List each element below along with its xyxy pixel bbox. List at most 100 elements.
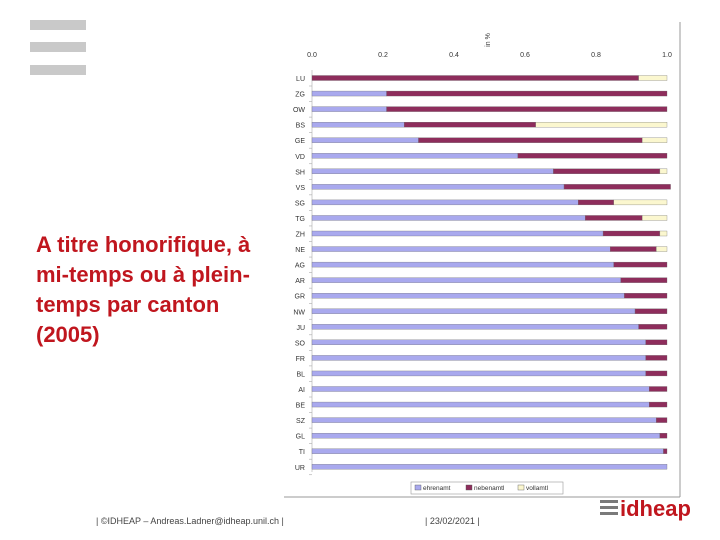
bar-ehrenamt <box>311 246 611 252</box>
legend-label-vollamtl: vollamtl <box>526 485 549 492</box>
bar-ehrenamt <box>311 448 664 454</box>
category-label: FR <box>296 356 305 363</box>
legend-label-ehrenamt: ehrenamt <box>423 485 451 492</box>
bar-nebenamtl <box>645 355 668 361</box>
bar-ehrenamt <box>311 106 387 112</box>
bar-vollamtl <box>659 230 668 237</box>
category-label: SH <box>295 169 305 176</box>
x-tick-label: 0.8 <box>591 52 601 59</box>
bar-ehrenamt <box>311 432 661 439</box>
bar-ehrenamt <box>311 417 657 423</box>
bar-ehrenamt <box>311 199 579 206</box>
bar-nebenamtl <box>645 339 668 346</box>
bar-ehrenamt <box>311 168 554 174</box>
category-label: GE <box>295 138 305 145</box>
legend-swatch-vollamtl <box>517 484 525 491</box>
bar-nebenamtl <box>624 293 668 299</box>
category-label: SO <box>295 340 306 347</box>
bar-vollamtl <box>656 246 668 252</box>
bar-ehrenamt <box>311 90 387 97</box>
bar-nebenamtl <box>602 230 661 237</box>
svg-text:idheap: idheap <box>620 496 690 521</box>
bar-nebenamtl <box>563 184 671 190</box>
category-label: GL <box>296 434 305 441</box>
bar-nebenamtl <box>620 277 668 283</box>
bar-ehrenamt <box>311 386 650 392</box>
bar-ehrenamt <box>311 370 646 377</box>
category-label: JU <box>296 325 305 332</box>
bar-nebenamtl <box>585 215 643 221</box>
category-label: OW <box>293 107 305 114</box>
bar-ehrenamt <box>311 401 650 408</box>
bar-ehrenamt <box>311 261 614 268</box>
decor-bar-1 <box>30 20 86 30</box>
category-label: SZ <box>296 418 306 425</box>
bar-ehrenamt <box>311 137 419 143</box>
category-label: ZG <box>295 92 305 99</box>
bar-ehrenamt <box>311 277 622 283</box>
legend-box <box>410 481 564 495</box>
category-label: NE <box>295 247 305 254</box>
bar-nebenamtl <box>645 370 668 377</box>
footer-date: | 23/02/2021 | <box>425 516 480 526</box>
x-tick-label: 0.2 <box>378 52 388 59</box>
category-label: TG <box>295 216 305 223</box>
category-label: TI <box>299 449 305 456</box>
category-label: NW <box>293 309 305 316</box>
category-label: BS <box>296 123 306 130</box>
bar-ehrenamt <box>311 230 604 237</box>
category-label: AR <box>295 278 305 285</box>
x-tick-label: 0.0 <box>307 52 317 59</box>
bar-vollamtl <box>535 122 668 128</box>
category-label: VD <box>295 154 305 161</box>
bar-nebenamtl <box>634 308 668 314</box>
bar-nebenamtl <box>649 401 668 408</box>
bar-nebenamtl <box>578 199 614 206</box>
bar-vollamtl <box>659 168 668 174</box>
bar-ehrenamt <box>311 293 625 299</box>
bar-vollamtl <box>613 199 668 206</box>
bar-vollamtl <box>642 137 668 143</box>
legend-swatch-nebenamtl <box>465 484 473 491</box>
footer-copyright: | ©IDHEAP – Andreas.Ladner@idheap.unil.c… <box>96 516 284 526</box>
bar-nebenamtl <box>386 106 668 112</box>
bar-nebenamtl <box>656 417 668 423</box>
bar-nebenamtl <box>663 448 668 454</box>
decor-bar-2 <box>30 42 86 52</box>
category-label: BE <box>296 403 306 410</box>
bar-nebenamtl <box>311 75 639 81</box>
bar-ehrenamt <box>311 355 646 361</box>
idheap-logo: idheap <box>600 496 690 521</box>
category-label: AG <box>295 263 305 270</box>
bar-ehrenamt <box>311 153 519 159</box>
bar-ehrenamt <box>311 122 405 128</box>
bar-ehrenamt <box>311 215 586 221</box>
bar-vollamtl <box>638 75 668 81</box>
legend-swatch-ehrenamt <box>414 484 422 491</box>
category-label: UR <box>295 465 305 472</box>
bar-nebenamtl <box>517 153 668 159</box>
category-label: VS <box>296 185 306 192</box>
bar-nebenamtl <box>613 261 668 268</box>
bar-nebenamtl <box>610 246 657 252</box>
category-label: SG <box>295 200 305 207</box>
x-tick-label: 1.0 <box>662 52 672 59</box>
bar-nebenamtl <box>404 122 536 128</box>
bar-nebenamtl <box>418 137 643 143</box>
category-label: ZH <box>296 232 305 239</box>
bar-nebenamtl <box>553 168 661 174</box>
bar-ehrenamt <box>311 324 639 330</box>
x-tick-label: 0.6 <box>520 52 530 59</box>
bar-nebenamtl <box>649 386 668 392</box>
axis-label: in % <box>485 33 492 47</box>
bar-nebenamtl <box>386 90 668 97</box>
decor-bar-3 <box>30 65 86 75</box>
bar-ehrenamt <box>311 464 668 470</box>
bar-ehrenamt <box>311 308 636 314</box>
x-tick-label: 0.4 <box>449 52 459 59</box>
category-label: LU <box>296 76 305 83</box>
bar-ehrenamt <box>311 339 646 346</box>
slide-title: A titre honorifique, à mi-temps ou à ple… <box>36 232 251 347</box>
bar-vollamtl <box>642 215 668 221</box>
category-label: AI <box>298 387 305 394</box>
